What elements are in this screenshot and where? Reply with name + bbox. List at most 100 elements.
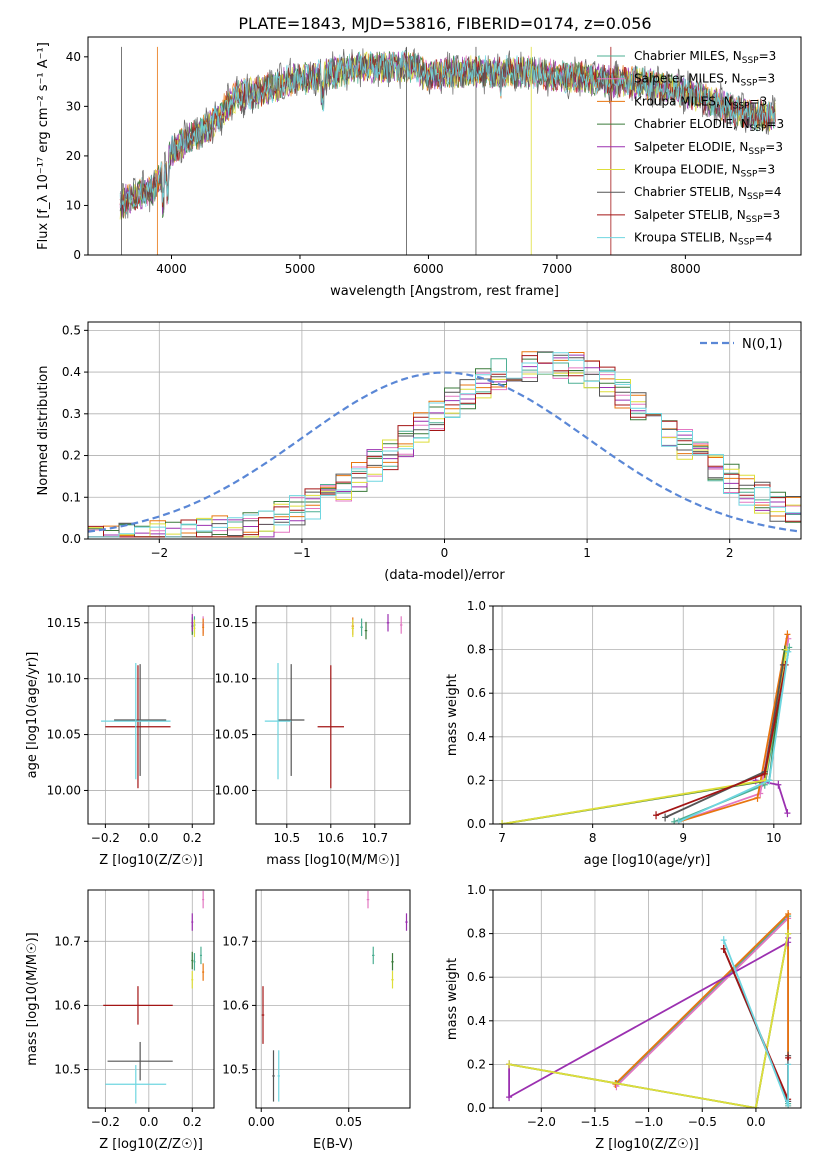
weight-marker <box>785 929 792 938</box>
data-point <box>193 619 196 638</box>
data-point <box>399 616 403 634</box>
y-tick-label: 0.6 <box>467 970 486 984</box>
y-tick-label: 40 <box>66 50 81 64</box>
weight-marker <box>653 811 660 820</box>
axes-frame <box>492 889 802 1109</box>
weight-marker <box>506 1093 513 1102</box>
x-axis-label: E(B-V) <box>313 1137 353 1152</box>
x-tick-label: 1 <box>583 546 591 560</box>
weight-marker <box>785 909 792 918</box>
data-point <box>386 614 390 632</box>
x-axis-label: mass [log10(M/M☉)] <box>266 853 399 868</box>
panel-z-weight: −2.0 −1.5 −1.0 −0.5 0.0 0.0 0.2 0.4 0.6 0.8 1.0 Z [… <box>445 883 802 1152</box>
x-axis-label: (data-model)/error <box>384 568 505 583</box>
weight-line-5 <box>508 933 789 1108</box>
data-point <box>105 665 171 789</box>
histogram-step-1 <box>88 362 801 538</box>
y-tick-label: 10.6 <box>222 998 249 1012</box>
x-axis-label: age [log10(age/yr)] <box>584 853 711 868</box>
x-tick-label: −0.2 <box>91 831 120 845</box>
y-tick-label: 10 <box>66 198 81 212</box>
x-tick-label: 9 <box>679 831 687 845</box>
weight-marker <box>761 769 768 778</box>
histogram-step-8 <box>88 352 801 538</box>
data-point <box>202 618 205 636</box>
y-tick-label: 30 <box>66 99 81 113</box>
weight-line-2 <box>678 634 789 823</box>
y-tick-label: 0.0 <box>467 1101 486 1115</box>
y-tick-label: 10.7 <box>54 934 81 948</box>
y-tick-label: 0.5 <box>62 323 81 337</box>
data-point <box>191 913 194 931</box>
weight-marker <box>720 936 727 945</box>
x-axis-label: Z [log10(Z/Z☉)] <box>99 1137 203 1152</box>
legend-entry: Chabrier MILES, NSSP=3 <box>634 49 776 66</box>
x-tick-label: −1.5 <box>580 1115 609 1129</box>
weight-marker <box>766 776 773 785</box>
y-tick-label: 10.7 <box>222 934 249 948</box>
x-tick-label: 6000 <box>413 262 444 276</box>
data-point <box>114 664 167 776</box>
y-tick-label: 10.5 <box>222 1063 249 1077</box>
data-point <box>107 1041 173 1081</box>
x-tick-label: 8 <box>589 831 597 845</box>
weight-marker <box>785 1101 792 1108</box>
axes-frame <box>87 889 215 1109</box>
data-point <box>364 621 368 640</box>
x-tick-label: 4000 <box>156 262 187 276</box>
legend-entry: Kroupa STELIB, NSSP=4 <box>634 231 772 248</box>
y-tick-label: 10.5 <box>54 1063 81 1077</box>
data-point <box>317 665 344 789</box>
x-tick-label: −1.0 <box>634 1115 663 1129</box>
x-tick-label: 0.0 <box>139 1115 158 1129</box>
panel-z-age: −0.2 0.0 0.2 10.00 10.05 10.10 10.15 Z [log10(Z… <box>25 605 215 868</box>
figure-title: PLATE=1843, MJD=53816, FIBERID=0174, z=0… <box>238 14 651 33</box>
panel-age-weight: 7 8 9 10 0.0 0.2 0.4 0.6 0.8 1.0 age [log10(age/yr… <box>445 599 802 868</box>
data-point <box>202 890 205 909</box>
y-tick-label: 10.00 <box>215 783 249 797</box>
data-point <box>191 971 194 989</box>
x-tick-label: 10.7 <box>361 831 388 845</box>
data-point <box>360 618 363 636</box>
y-tick-label: 0.0 <box>62 532 81 546</box>
plot-area <box>493 606 801 824</box>
y-axis-label: Normed distribution <box>36 366 51 496</box>
y-tick-label: 10.10 <box>215 672 249 686</box>
y-tick-label: 10.05 <box>47 728 81 742</box>
plot-area <box>119 46 776 255</box>
y-tick-label: 10.15 <box>47 616 81 630</box>
axes-frame <box>87 36 802 256</box>
histogram-step-7 <box>88 355 801 538</box>
weight-marker <box>775 780 782 789</box>
x-tick-label: 0.0 <box>746 1115 765 1129</box>
weight-marker <box>785 647 792 656</box>
data-point <box>372 946 375 965</box>
gaussian-curve <box>88 371 801 533</box>
panel-ebv-mass: 0.00 0.05 10.5 10.6 10.7 E(B-V) <box>222 889 411 1152</box>
legend-entry: Kroupa ELODIE, NSSP=3 <box>634 163 775 180</box>
y-axis-label: mass [log10(M/M☉)] <box>25 932 40 1065</box>
y-tick-label: 10.6 <box>54 998 81 1012</box>
y-tick-label: 0.2 <box>467 1057 486 1071</box>
x-tick-label: 10.6 <box>317 831 344 845</box>
x-axis-label: Z [log10(Z/Z☉)] <box>595 1137 699 1152</box>
y-tick-label: 0.2 <box>467 773 486 787</box>
data-point <box>366 890 370 909</box>
y-tick-label: 10.00 <box>47 783 81 797</box>
x-axis-label: wavelength [Angstrom, rest frame] <box>330 284 559 299</box>
y-axis-label: mass weight <box>445 674 460 756</box>
x-tick-label: 5000 <box>285 262 316 276</box>
plot-area <box>88 890 214 1108</box>
x-tick-label: 10 <box>766 831 781 845</box>
x-tick-label: −0.2 <box>91 1115 120 1129</box>
plot-area <box>88 606 214 824</box>
spectrum-line-8 <box>119 50 776 213</box>
weight-marker <box>754 793 761 802</box>
data-point <box>101 663 171 780</box>
x-tick-label: 0.2 <box>183 831 202 845</box>
y-axis-label: mass weight <box>445 958 460 1040</box>
data-point <box>202 963 205 981</box>
y-tick-label: 10.10 <box>47 672 81 686</box>
plot-area <box>256 606 410 824</box>
